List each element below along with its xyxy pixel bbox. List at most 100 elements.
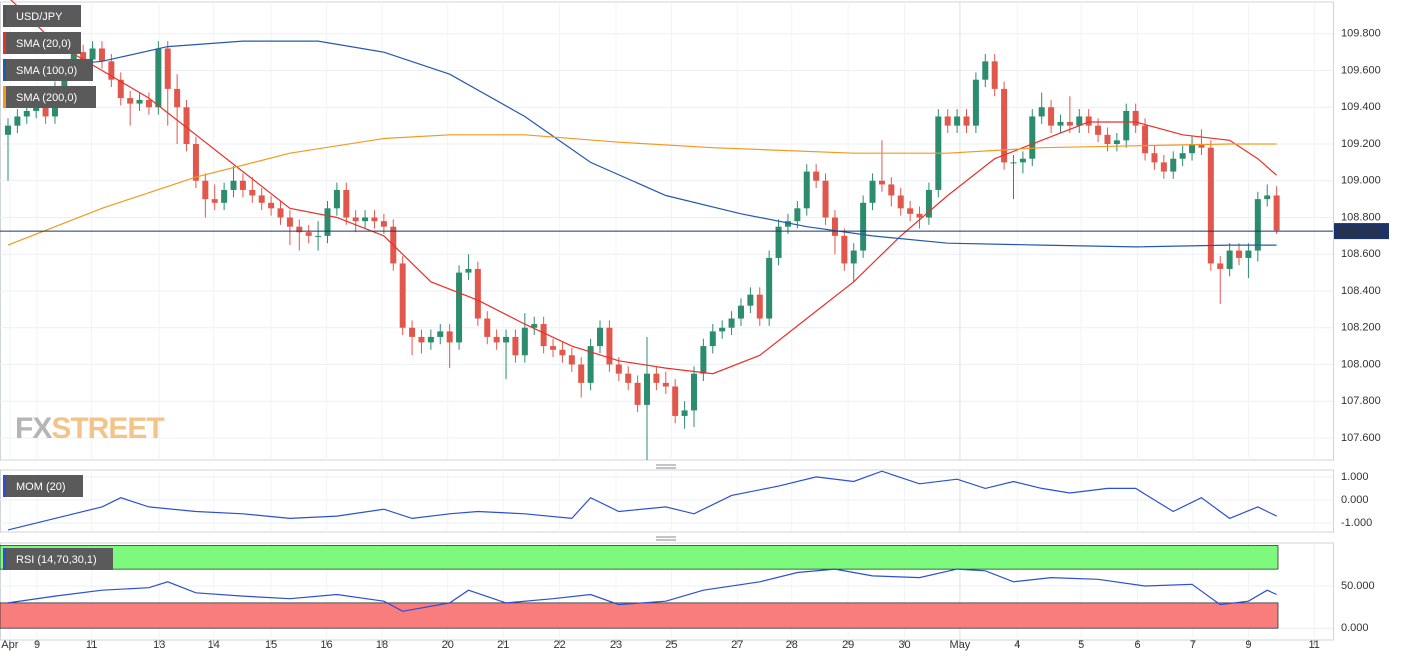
x-tick-label: 6 [1134, 639, 1140, 651]
x-tick-label: 23 [610, 639, 622, 651]
candle-body [1019, 158, 1026, 163]
x-tick-label: 27 [731, 639, 743, 651]
candle-body [1273, 195, 1280, 231]
candle-body [860, 202, 867, 251]
y-tick-label: 108.000 [1341, 358, 1381, 370]
candle-body [98, 48, 105, 62]
candle-body [493, 336, 500, 343]
series-line [7, 134, 1277, 246]
x-tick-label: 4 [1014, 639, 1020, 651]
candle-body [1038, 107, 1045, 117]
candle-body [888, 184, 895, 196]
x-tick-label: 28 [786, 639, 798, 651]
candle-body [972, 79, 979, 126]
candle-body [352, 217, 359, 222]
candle-body [1226, 250, 1233, 269]
current-price-label: 108.726 [1339, 226, 1379, 238]
x-tick-label: 5 [1078, 639, 1084, 651]
x-tick-label: 20 [442, 639, 454, 651]
candle-body [662, 382, 669, 387]
candle-body [775, 226, 782, 258]
candle-body [747, 294, 754, 306]
candle-body [625, 373, 632, 383]
candle-body [4, 125, 11, 135]
candle-body [409, 327, 416, 337]
candle-body [1095, 125, 1102, 135]
series-line [10, 0, 1277, 375]
candle-body [1076, 116, 1083, 126]
legend-box [3, 86, 96, 108]
candle-body [305, 232, 312, 236]
candle-body [813, 171, 820, 181]
candle-body [982, 61, 989, 80]
candle-body [277, 208, 284, 218]
legend-label: SMA (100,0) [16, 65, 77, 77]
candle-body [756, 294, 763, 319]
candle-body [568, 355, 575, 365]
candle-body [954, 116, 961, 126]
candle-body [1245, 250, 1252, 258]
candle-body [803, 171, 810, 209]
candle-body [136, 99, 143, 104]
candle-body [794, 208, 801, 222]
candle-body [606, 327, 613, 365]
legend-swatch [3, 32, 6, 54]
candle-body [531, 324, 538, 328]
watermark: FXSTREET [15, 412, 164, 445]
candle-body [324, 208, 331, 236]
y-tick-label: 108.200 [1341, 322, 1381, 334]
candle-body [1085, 116, 1092, 126]
x-tick-label: 29 [842, 639, 854, 651]
candle-body [230, 180, 237, 190]
candle-body [183, 107, 190, 145]
y-tick-label: 0.000 [1341, 494, 1369, 506]
candle-body [850, 250, 857, 264]
candle-body [1179, 153, 1186, 159]
candle-body [521, 327, 528, 356]
y-tick-label: 109.600 [1341, 64, 1381, 76]
candle-body [23, 110, 30, 117]
candle-body [1217, 263, 1224, 269]
candle-body [540, 324, 547, 347]
candle-body [1104, 134, 1111, 145]
candle-body [1113, 140, 1120, 145]
candle-body [258, 195, 265, 203]
series-line [7, 470, 1277, 531]
candle-body [1048, 107, 1055, 126]
candle-body [164, 48, 171, 89]
candle-body [249, 189, 256, 196]
legend-swatch [3, 548, 6, 570]
legend-box [3, 59, 93, 81]
y-tick-label: 109.000 [1341, 175, 1381, 187]
candle-body [690, 373, 697, 411]
candle-body [503, 336, 510, 343]
candle-body [578, 364, 585, 383]
candle-body [42, 103, 49, 117]
y-tick-label: 0.000 [1341, 622, 1369, 634]
x-tick-label: 15 [265, 639, 277, 651]
band [0, 602, 1279, 629]
candle-body [653, 373, 660, 383]
candle-body [1132, 110, 1139, 126]
watermark-street: STREET [51, 412, 164, 445]
candle-body [907, 208, 914, 214]
candle-body [465, 268, 472, 273]
candle-body [766, 257, 773, 319]
candle-body [437, 331, 444, 337]
candle-body [14, 116, 21, 126]
candle-body [512, 336, 519, 356]
candle-body [634, 382, 641, 405]
candle-body [644, 373, 651, 405]
x-tick-label: 18 [376, 639, 388, 651]
candle-body [127, 98, 134, 104]
candle-body [737, 305, 744, 319]
candle-body [719, 327, 726, 332]
candle-body [446, 331, 453, 343]
y-tick-label: 107.800 [1341, 395, 1381, 407]
candle-body [944, 116, 951, 126]
y-tick-label: 108.400 [1341, 285, 1381, 297]
candle-body [587, 346, 594, 383]
candle-body [427, 336, 434, 343]
x-tick-label: 22 [553, 639, 565, 651]
y-tick-label: 107.600 [1341, 432, 1381, 444]
